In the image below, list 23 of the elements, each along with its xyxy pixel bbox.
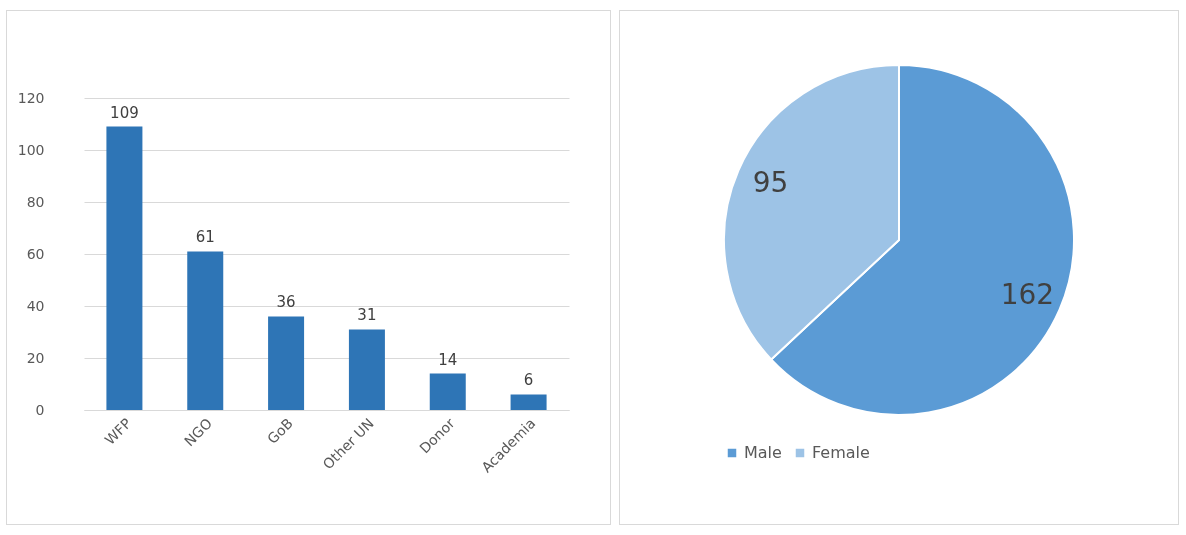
- data-label: 31: [357, 306, 377, 325]
- data-label: 95: [752, 166, 789, 200]
- legend-label: Male: [744, 443, 782, 462]
- bar: [348, 329, 385, 410]
- data-label: 6: [523, 371, 534, 390]
- y-tick-label: 120: [17, 89, 45, 106]
- data-label: 109: [110, 103, 139, 122]
- data-label: 14: [438, 350, 458, 369]
- bar: [429, 373, 466, 410]
- bar: [106, 126, 143, 410]
- bar: [268, 316, 305, 410]
- data-label: 162: [1000, 277, 1055, 311]
- y-tick-label: 60: [26, 245, 45, 262]
- data-label: 36: [276, 293, 296, 312]
- legend-label: Female: [812, 443, 870, 462]
- y-tick-label: 20: [26, 349, 45, 366]
- bar: [510, 394, 547, 410]
- y-tick-label: 80: [26, 193, 45, 210]
- y-tick-label: 100: [17, 141, 45, 158]
- bar: [187, 251, 224, 410]
- data-label: 61: [195, 228, 215, 247]
- y-tick-label: 40: [26, 297, 45, 314]
- y-tick-label: 0: [35, 401, 45, 418]
